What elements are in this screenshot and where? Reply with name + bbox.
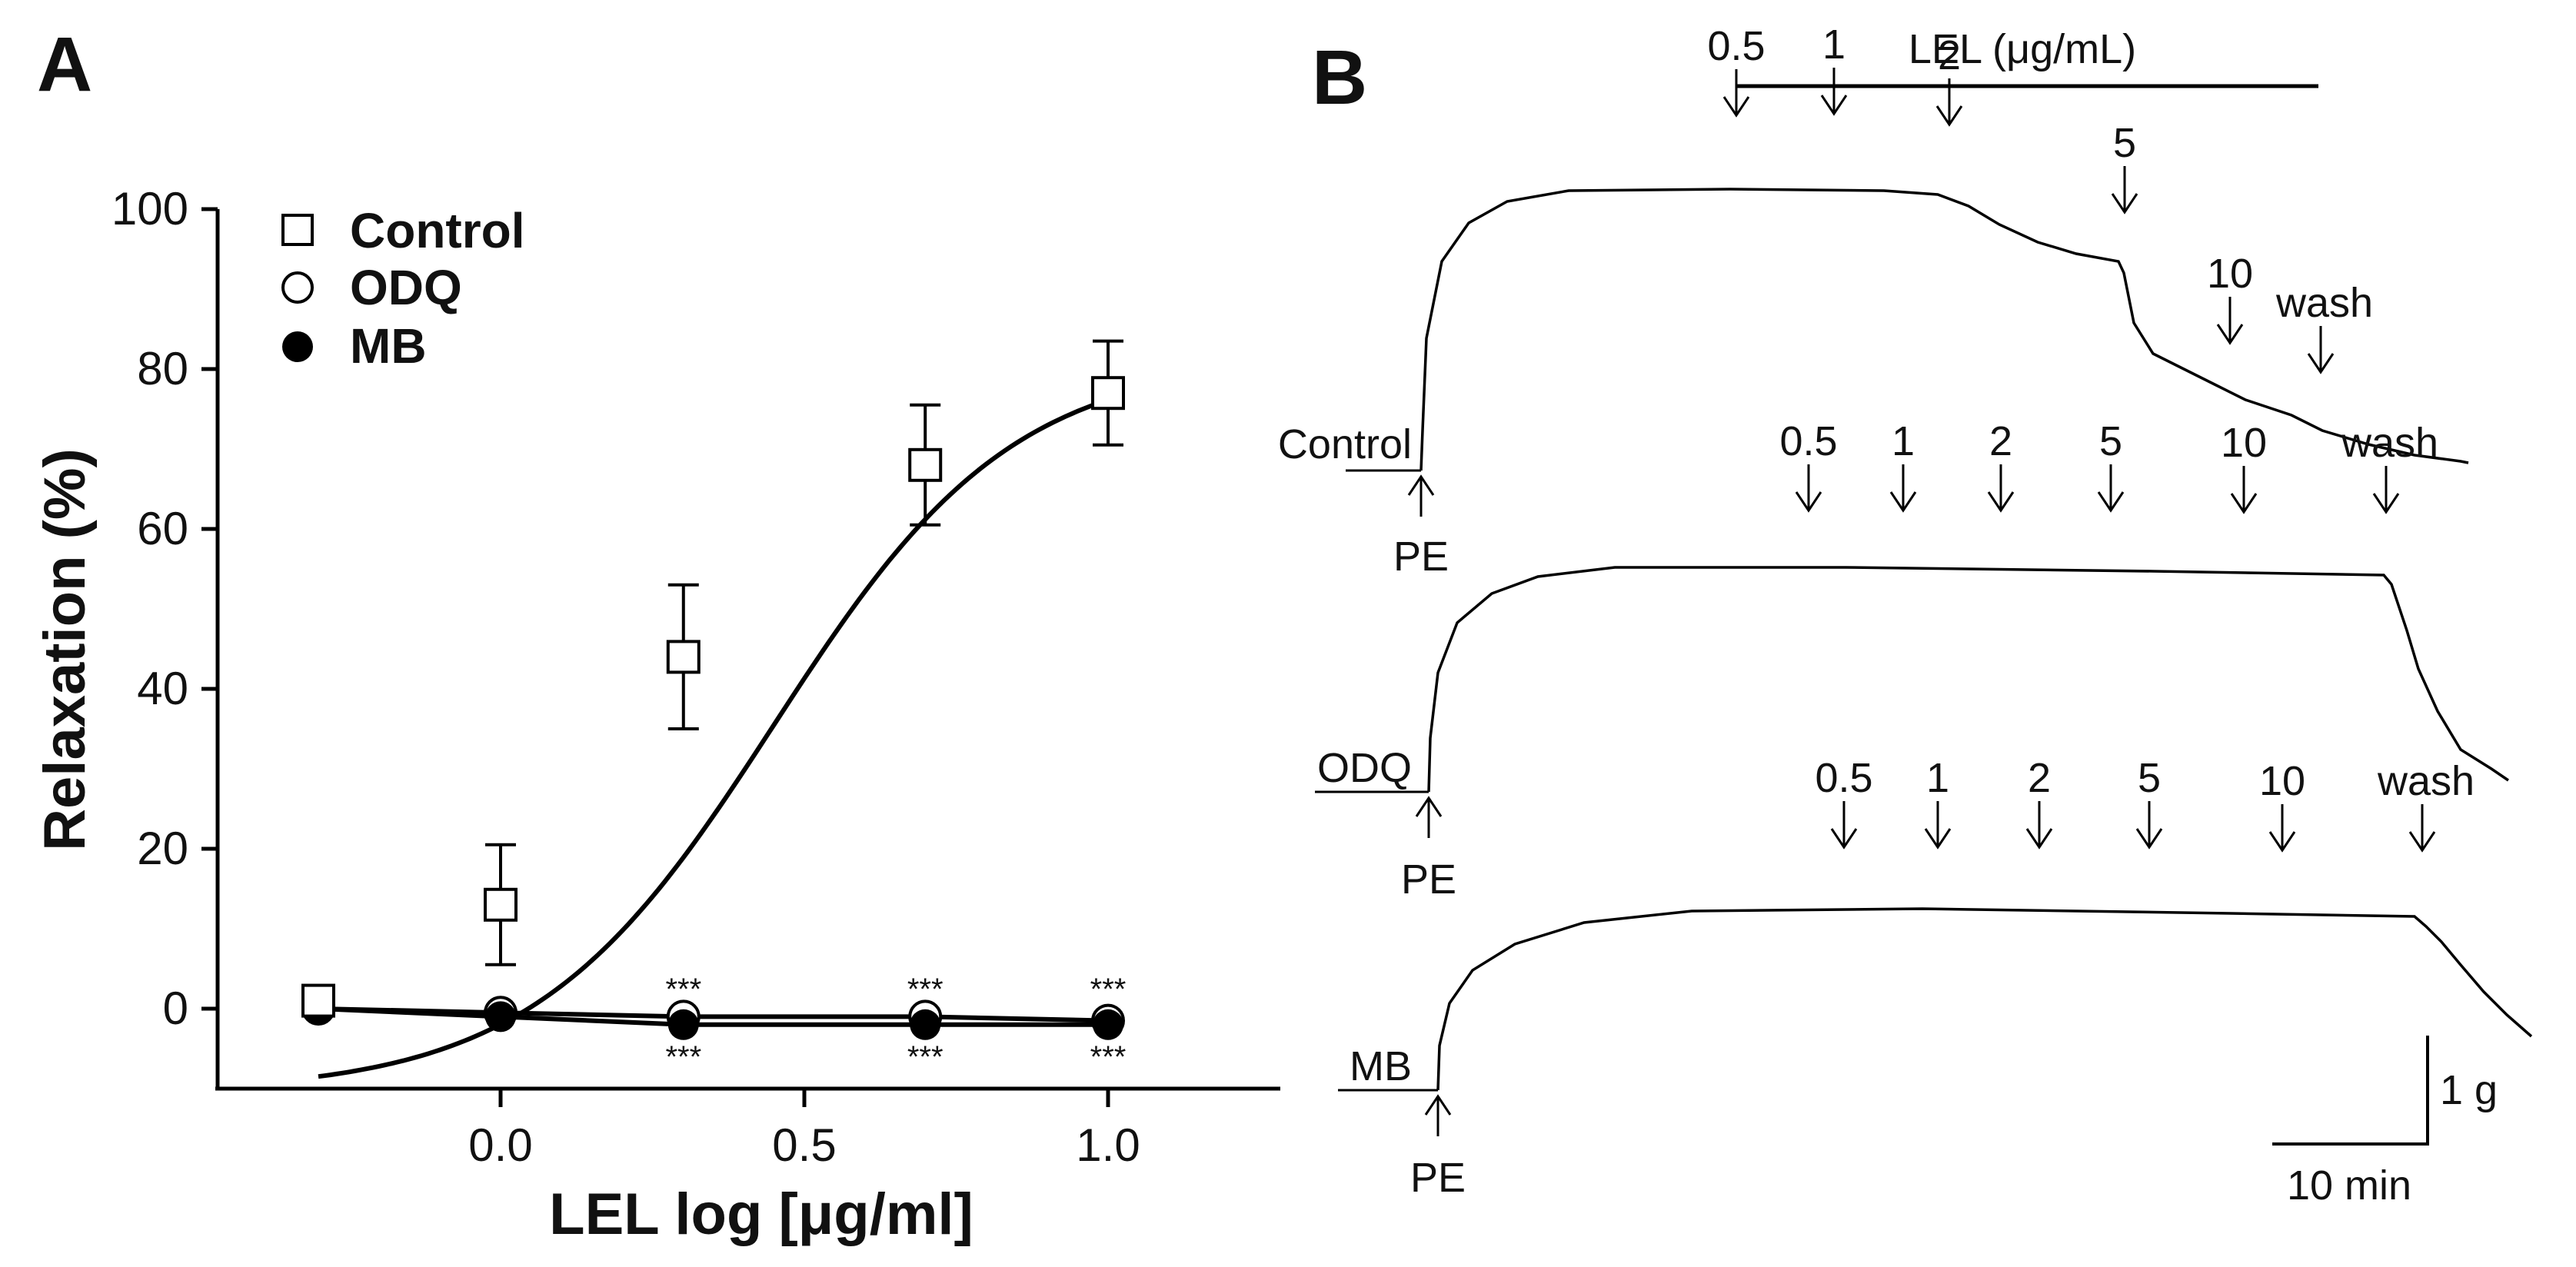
significance-mb: *** [665,1040,701,1074]
dose-arrowhead [1987,491,2015,513]
dose-label: 1 [1926,755,1949,801]
dose-arrowhead [2025,828,2053,850]
dose-arrowhead [2097,491,2125,513]
y-tick-label: 60 [137,503,188,554]
plot-area: *** *** *** *** *** *** [301,339,1127,1079]
legend: Control ODQ MB [281,203,525,374]
trace-line [1427,566,2509,793]
panel-b: B LEL (μg/mL) Control PE 0.5 1 2 5 10 wash ODQ PE… [1278,22,2533,1209]
pe-label: PE [1401,856,1456,903]
dose-label: 5 [2138,755,2161,801]
significance-odq: *** [1090,973,1127,1006]
wash-arrowhead [2372,493,2400,514]
significance-mb: *** [1090,1040,1127,1074]
dose-arrowhead [1830,828,1858,850]
control-fit-curve [318,397,1109,1079]
dose-arrowhead [1935,105,1963,127]
dose-label: 2 [1938,32,1961,78]
pe-arrowhead [1415,796,1443,817]
dose-label: 0.5 [1779,418,1837,464]
scale-y-label: 1 g [2440,1067,2498,1113]
x-tick-label: 1.0 [1076,1119,1140,1171]
dose-label: 1 [1822,22,1845,68]
y-tick-label: 0 [163,983,188,1034]
y-tick-label: 100 [111,183,188,234]
legend-label-odq: ODQ [350,260,462,315]
dose-arrowhead [2230,493,2258,514]
wash-arrowhead [2408,831,2436,853]
dose-label: 10 [2221,420,2267,466]
dose-label: 1 [1892,418,1915,464]
panel-b-label: B [1312,35,1367,121]
y-axis-label: Relaxation (%) [32,448,98,851]
dose-arrowhead [2135,828,2163,850]
trace-name-label: MB [1350,1043,1412,1089]
control-point [908,447,943,482]
y-tick-label: 40 [137,663,188,714]
dose-arrowhead [1795,491,1822,513]
dose-arrowhead [1889,491,1917,513]
legend-label-control: Control [350,203,525,258]
lel-header: LEL (μg/mL) [1909,26,2136,72]
pe-label: PE [1393,534,1449,580]
dose-arrowhead [1722,96,1750,118]
dose-label: 2 [1989,418,2012,464]
trace-name-label: Control [1278,421,1412,467]
y-tick-label: 80 [137,343,188,394]
significance-mb: *** [907,1040,944,1074]
scale-x-label: 10 min [2287,1162,2411,1209]
wash-label: wash [2341,420,2438,466]
control-point [666,640,701,674]
trace-line [1436,907,2533,1091]
legend-marker-control [281,214,314,246]
dose-arrowhead [2216,324,2244,345]
mb-point [485,1001,516,1033]
x-ticks: 0.0 0.5 1.0 [468,1089,1140,1171]
dose-label: 0.5 [1815,755,1872,801]
dose-arrowhead [1924,828,1952,850]
dose-label: 0.5 [1707,23,1765,69]
significance-odq: *** [907,973,944,1006]
wash-label: wash [2377,758,2474,804]
trace-mb: MB PE 0.5 1 2 5 10 wash [1338,755,2533,1201]
x-tick-label: 0.0 [468,1119,532,1171]
mb-point [1093,1009,1123,1040]
trace-control: Control PE 0.5 1 2 5 10 wash [1278,22,2469,580]
dose-label: 10 [2207,251,2253,297]
control-point [1091,376,1125,411]
mb-point [910,1009,941,1040]
dose-arrowhead [2268,831,2296,853]
x-axis-label: LEL log [μg/ml] [549,1182,973,1247]
wash-arrowhead [2307,353,2335,374]
dose-arrowhead [2111,193,2138,214]
trace-line [1419,188,2469,471]
pe-label: PE [1410,1155,1466,1201]
significance-odq: *** [665,973,701,1006]
control-point [484,887,518,922]
dose-label: 2 [2028,755,2051,801]
dose-label: 5 [2099,418,2122,464]
legend-label-mb: MB [350,318,427,374]
mb-point [667,1009,699,1040]
wash-label: wash [2275,280,2373,326]
control-point [301,983,335,1018]
pe-arrowhead [1407,474,1435,496]
x-tick-label: 0.5 [772,1119,836,1171]
dose-label: 10 [2259,758,2305,804]
dose-label: 5 [2113,120,2136,166]
y-tick-label: 20 [137,823,188,874]
y-ticks: 0 20 40 60 80 100 [111,183,218,1034]
trace-odq: ODQ PE 0.5 1 2 5 10 wash [1315,418,2509,903]
legend-marker-mb [282,331,313,362]
dose-arrowhead [1820,95,1848,116]
pe-arrowhead [1424,1094,1452,1116]
trace-name-label: ODQ [1317,745,1412,791]
legend-marker-odq [281,271,314,304]
panel-a-label: A [37,22,92,108]
